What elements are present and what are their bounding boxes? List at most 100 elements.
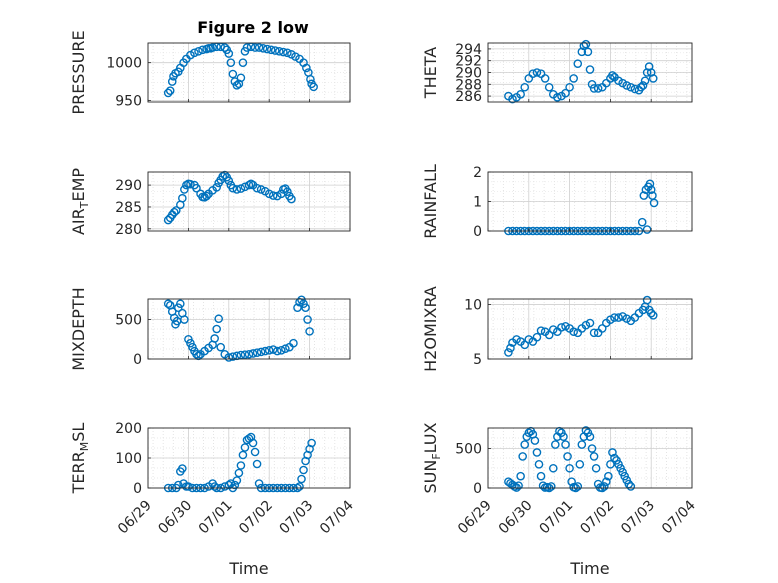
data-point bbox=[567, 477, 576, 486]
data-point bbox=[581, 39, 591, 49]
data-point bbox=[514, 481, 523, 490]
data-point bbox=[546, 482, 556, 491]
subplot-6: 5 10 H2OMIXRA bbox=[421, 286, 693, 372]
y-tick-label: 500 bbox=[455, 442, 482, 458]
data-point bbox=[532, 68, 542, 77]
x-tick-label: 07/03 bbox=[618, 498, 658, 538]
data-point bbox=[561, 440, 570, 449]
data-point bbox=[553, 92, 562, 102]
axes-box bbox=[487, 298, 693, 360]
data-point bbox=[246, 179, 256, 189]
data-point bbox=[248, 349, 258, 358]
data-point bbox=[238, 450, 248, 460]
data-point bbox=[302, 63, 311, 73]
y-tick-label: 1 bbox=[473, 195, 482, 211]
data-point bbox=[575, 460, 585, 469]
data-point bbox=[178, 193, 187, 203]
data-point bbox=[238, 58, 248, 67]
data-point bbox=[220, 170, 230, 180]
data-point bbox=[563, 452, 572, 461]
data-point bbox=[173, 480, 183, 490]
data-point bbox=[602, 477, 611, 486]
y-tick-label: 292 bbox=[455, 54, 482, 70]
data-point bbox=[224, 49, 234, 58]
data-point bbox=[506, 343, 515, 353]
data-point bbox=[254, 43, 264, 52]
y-tick-label: 1000 bbox=[106, 56, 142, 72]
data-point bbox=[518, 452, 527, 461]
data-point bbox=[638, 81, 648, 90]
data-point bbox=[182, 180, 191, 190]
x-tick-label: 07/01 bbox=[196, 498, 236, 538]
data-point bbox=[192, 183, 201, 193]
y-axis-label: SUNFLUX bbox=[421, 422, 443, 493]
y-axis-label: AIRTEMP bbox=[69, 168, 91, 235]
data-point bbox=[536, 471, 546, 481]
data-point bbox=[176, 299, 185, 309]
figure-title: Figure 2 low bbox=[197, 18, 309, 37]
data-point bbox=[224, 176, 234, 186]
data-point bbox=[532, 448, 542, 457]
data-point bbox=[228, 69, 238, 79]
data-point bbox=[597, 324, 607, 333]
data-point bbox=[232, 476, 242, 485]
data-point bbox=[577, 440, 587, 449]
y-axis-label: H2OMIXRA bbox=[421, 286, 440, 372]
data-point bbox=[258, 43, 268, 53]
data-point bbox=[587, 444, 597, 453]
x-tick-label: 07/03 bbox=[277, 498, 317, 538]
data-point bbox=[194, 47, 203, 56]
data-point bbox=[210, 334, 219, 343]
x-axis-label: Time bbox=[228, 559, 268, 578]
data-point bbox=[226, 58, 236, 67]
data-point bbox=[637, 217, 647, 227]
data-point bbox=[244, 349, 254, 359]
data-point bbox=[646, 185, 656, 194]
data-point bbox=[198, 45, 207, 55]
data-point bbox=[540, 74, 550, 83]
data-point bbox=[642, 225, 652, 234]
data-point bbox=[240, 443, 250, 452]
data-point bbox=[591, 463, 601, 473]
data-point bbox=[610, 313, 619, 322]
data-point bbox=[532, 332, 542, 342]
data-point bbox=[648, 74, 658, 83]
data-point bbox=[186, 179, 195, 189]
data-point bbox=[250, 447, 260, 457]
data-point bbox=[252, 183, 262, 193]
data-point bbox=[649, 198, 659, 208]
data-point bbox=[266, 45, 276, 55]
data-point bbox=[299, 465, 308, 475]
data-point bbox=[305, 327, 314, 336]
data-point bbox=[212, 182, 221, 192]
data-point bbox=[277, 346, 286, 355]
data-point bbox=[626, 82, 636, 92]
y-tick-label: 0 bbox=[473, 224, 482, 240]
data-point bbox=[256, 185, 266, 194]
data-point bbox=[544, 330, 554, 340]
data-point bbox=[236, 73, 246, 83]
data-point bbox=[516, 90, 525, 99]
data-point bbox=[565, 82, 574, 92]
y-axis-label: TERRMSL bbox=[69, 423, 91, 495]
data-point bbox=[309, 82, 318, 92]
x-tick-label: 07/02 bbox=[236, 498, 276, 538]
data-point bbox=[163, 215, 173, 225]
data-point bbox=[626, 482, 636, 491]
data-point bbox=[548, 325, 558, 334]
data-point bbox=[520, 340, 530, 350]
data-point bbox=[614, 313, 623, 322]
data-point bbox=[283, 187, 292, 196]
x-tick-label: 07/04 bbox=[317, 497, 357, 537]
data-point bbox=[599, 482, 609, 491]
y-tick-label: 0 bbox=[473, 481, 482, 497]
data-point bbox=[167, 77, 177, 86]
data-point bbox=[202, 191, 211, 201]
y-axis-label: THETA bbox=[421, 47, 440, 99]
data-point bbox=[581, 426, 591, 435]
data-point bbox=[606, 315, 615, 325]
data-point bbox=[264, 189, 274, 199]
data-point bbox=[585, 318, 595, 328]
data-point bbox=[180, 315, 189, 324]
data-point bbox=[252, 459, 262, 469]
